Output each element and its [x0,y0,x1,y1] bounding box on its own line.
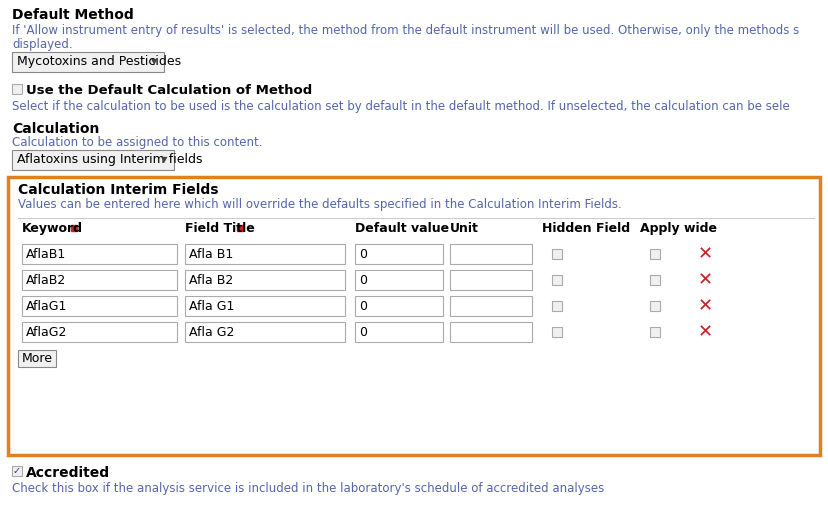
Text: Accredited: Accredited [26,466,110,480]
Text: Mycotoxins and Pesticides: Mycotoxins and Pesticides [17,56,181,68]
Bar [354,296,442,316]
Bar [22,322,177,342]
Bar [12,84,22,94]
Text: ✕: ✕ [696,245,712,263]
Bar [22,270,177,290]
Text: AflaB1: AflaB1 [26,248,66,261]
Bar [185,296,344,316]
Bar [450,322,532,342]
Bar [18,350,56,367]
Text: Aflatoxins using Interim fields: Aflatoxins using Interim fields [17,154,202,167]
Text: ✕: ✕ [696,271,712,289]
Text: 0: 0 [359,325,367,339]
Bar [450,296,532,316]
Text: Use the Default Calculation of Method: Use the Default Calculation of Method [26,84,312,97]
Text: Calculation: Calculation [12,122,99,136]
Text: Apply wide: Apply wide [639,222,716,235]
Text: ✕: ✕ [696,297,712,315]
Bar [185,244,344,264]
Text: ✕: ✕ [696,323,712,341]
Text: ▼: ▼ [161,156,167,164]
Text: 0: 0 [359,273,367,286]
Text: Keyword: Keyword [22,222,83,235]
Text: Field Title: Field Title [185,222,254,235]
Text: Afla G1: Afla G1 [189,300,234,313]
Text: Afla G2: Afla G2 [189,325,234,339]
Text: Check this box if the analysis service is included in the laboratory's schedule : Check this box if the analysis service i… [12,482,604,495]
Bar [551,301,561,311]
Text: 0: 0 [359,248,367,261]
Text: If 'Allow instrument entry of results' is selected, the method from the default : If 'Allow instrument entry of results' i… [12,24,798,37]
Bar [450,270,532,290]
Bar [649,275,659,285]
Text: AflaG2: AflaG2 [26,325,67,339]
Text: Afla B2: Afla B2 [189,273,233,286]
Text: 0: 0 [359,300,367,313]
Text: Calculation to be assigned to this content.: Calculation to be assigned to this conte… [12,136,262,149]
Bar [551,249,561,259]
Bar [649,327,659,337]
Bar [12,52,164,72]
Text: Hidden Field: Hidden Field [542,222,629,235]
Text: Values can be entered here which will override the defaults specified in the Cal: Values can be entered here which will ov… [18,198,621,211]
Bar [354,244,442,264]
Bar [8,177,819,455]
Bar [551,275,561,285]
Bar [185,322,344,342]
Text: Default value: Default value [354,222,449,235]
Bar [185,270,344,290]
Bar [354,270,442,290]
Bar [450,244,532,264]
Text: Afla B1: Afla B1 [189,248,233,261]
Bar [22,296,177,316]
Bar [649,301,659,311]
Text: Select if the calculation to be used is the calculation set by default in the de: Select if the calculation to be used is … [12,100,789,113]
Text: AflaB2: AflaB2 [26,273,66,286]
Bar [551,327,561,337]
Bar [12,150,174,170]
Text: displayed.: displayed. [12,38,73,51]
Text: ▼: ▼ [151,58,157,66]
Text: Calculation Interim Fields: Calculation Interim Fields [18,183,219,197]
Text: ✓: ✓ [13,466,21,476]
Bar [354,322,442,342]
Bar [12,466,22,476]
Bar [22,244,177,264]
Text: Default Method: Default Method [12,8,133,22]
Bar [649,249,659,259]
Text: Unit: Unit [450,222,479,235]
Text: More: More [22,352,52,365]
Text: AflaG1: AflaG1 [26,300,67,313]
